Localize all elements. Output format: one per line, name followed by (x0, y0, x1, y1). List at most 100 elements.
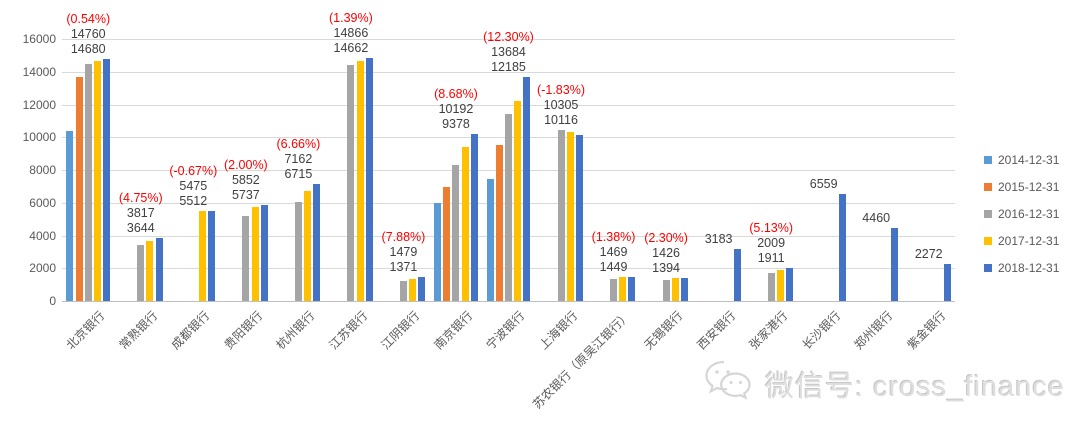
value-label: 5852 (231, 173, 260, 188)
data-label-group: (4.75%) 3817 3644 (81, 191, 201, 236)
value-label: 1394 (652, 260, 680, 275)
value-label: 1479 (389, 244, 418, 259)
legend-item: 2015-12-31 (984, 180, 1059, 194)
x-axis-label: 郑州银行 (851, 308, 896, 353)
bar-2018-12-31 (891, 227, 899, 301)
value-label: 3644 (126, 221, 155, 236)
value-label: 12185 (491, 59, 526, 74)
bar-2018-12-31 (103, 59, 111, 301)
x-axis-line (62, 301, 955, 302)
value-label: 2009 (757, 236, 786, 251)
data-label-group: (-1.83%) 10305 10116 (501, 83, 621, 128)
bar-2017-12-31 (146, 241, 154, 301)
value-label: 5512 (179, 193, 208, 208)
legend-marker (984, 183, 992, 191)
bar-2016-12-31 (557, 129, 565, 301)
bar-2018-12-31 (733, 248, 741, 301)
x-axis-label: 成都银行 (168, 308, 213, 353)
bar-2018-12-31 (208, 211, 216, 301)
value-label: 1911 (757, 251, 785, 266)
y-axis-tick-label: 10000 (22, 130, 56, 145)
y-axis-tick-label: 12000 (22, 97, 56, 112)
legend-label: 2018-12-31 (998, 261, 1060, 275)
data-label-group: (8.68%) 10192 9378 (396, 87, 516, 132)
bar-2018-12-31 (786, 268, 794, 301)
bar-2018-12-31 (470, 134, 478, 301)
x-axis-label: 张家港行 (746, 308, 791, 353)
data-label-group: (5.13%) 2009 1911 (711, 221, 831, 266)
bar-2018-12-31 (365, 57, 373, 301)
bar-2018-12-31 (575, 135, 583, 301)
legend-marker (984, 264, 992, 272)
percent-label: (8.68%) (434, 87, 478, 102)
bar-2014-12-31 (486, 179, 494, 301)
bar-2017-12-31 (776, 269, 784, 301)
y-axis-tick-label: 2000 (29, 261, 56, 276)
x-axis-label: 苏农银行（原吴江银行） (529, 308, 633, 412)
value-label: 9378 (442, 117, 470, 132)
x-axis-label: 紫金银行 (904, 308, 949, 353)
percent-label: (4.75%) (118, 191, 163, 206)
percent-label: (7.88%) (381, 229, 426, 244)
percent-label: (12.30%) (483, 29, 534, 44)
bar-2017-12-31 (566, 132, 574, 301)
legend-marker (984, 237, 992, 245)
bar-2016-12-31 (505, 113, 512, 301)
bar-2016-12-31 (84, 64, 92, 301)
bar-2017-12-31 (514, 101, 522, 301)
percent-label: (0.54%) (66, 12, 111, 27)
data-label-group: 6559 (764, 177, 884, 192)
value-label: 5737 (231, 188, 260, 203)
bar-2014-12-31 (434, 202, 442, 301)
percent-label: (6.66%) (276, 136, 321, 151)
legend-marker (984, 156, 992, 164)
data-label-group: (7.88%) 1479 1371 (343, 230, 463, 275)
data-label-group: (6.66%) 7162 6715 (238, 137, 358, 182)
value-label: 6715 (284, 166, 313, 181)
x-axis-label: 常熟银行 (116, 308, 161, 353)
bar-2016-12-31 (662, 279, 670, 301)
gridline (62, 39, 955, 40)
bar-2015-12-31 (495, 145, 503, 301)
data-label-group: (2.00%) 5852 5737 (186, 158, 306, 203)
x-axis-label: 宁波银行 (483, 308, 528, 353)
data-label-group: 4460 (816, 211, 936, 226)
value-label: 14680 (70, 42, 106, 57)
bar-2017-12-31 (93, 60, 101, 301)
data-label-group: (2.30%) 1426 1394 (606, 231, 726, 276)
value-label: 5475 (179, 178, 208, 193)
bar-2017-12-31 (461, 147, 469, 301)
gridline (62, 71, 955, 73)
legend-label: 2014-12-31 (998, 153, 1060, 167)
legend-label: 2017-12-31 (998, 234, 1060, 248)
gridline (62, 104, 955, 106)
value-label: 1469 (599, 244, 628, 259)
value-label: 10305 (543, 97, 579, 112)
x-axis-label: 贵阳银行 (221, 308, 266, 353)
y-axis-tick-label: 16000 (22, 32, 56, 46)
bar-2017-12-31 (671, 278, 679, 301)
value-label: 14662 (333, 40, 369, 55)
y-axis-tick-label: 8000 (29, 163, 56, 177)
x-axis-label: 西安银行 (694, 308, 738, 353)
bar-2015-12-31 (443, 187, 451, 301)
value-label: 10116 (544, 112, 578, 127)
watermark-text: 微信号: cross_finance (765, 370, 1066, 403)
value-label: 7162 (284, 151, 313, 166)
data-label-group: (1.39%) 14866 14662 (291, 11, 411, 56)
y-axis-tick-label: 0 (49, 294, 56, 308)
legend: 2014-12-31 2015-12-31 2016-12-31 2017-12-31… (984, 153, 1059, 288)
y-axis-tick-label: 6000 (29, 195, 56, 210)
y-axis-tick-label: 14000 (22, 64, 56, 79)
value-label: 10192 (438, 102, 474, 117)
bar-2017-12-31 (199, 210, 207, 301)
percent-label: (-0.67%) (169, 163, 218, 178)
bar-2018-12-31 (628, 276, 636, 301)
bar-2017-12-31 (251, 207, 259, 301)
x-axis-label: 无锡银行 (641, 308, 686, 353)
data-label-group: (-0.67%) 5475 5512 (133, 164, 253, 209)
x-axis-label: 杭州银行 (273, 308, 318, 353)
legend-item: 2017-12-31 (984, 234, 1059, 248)
bar-2016-12-31 (610, 279, 618, 301)
